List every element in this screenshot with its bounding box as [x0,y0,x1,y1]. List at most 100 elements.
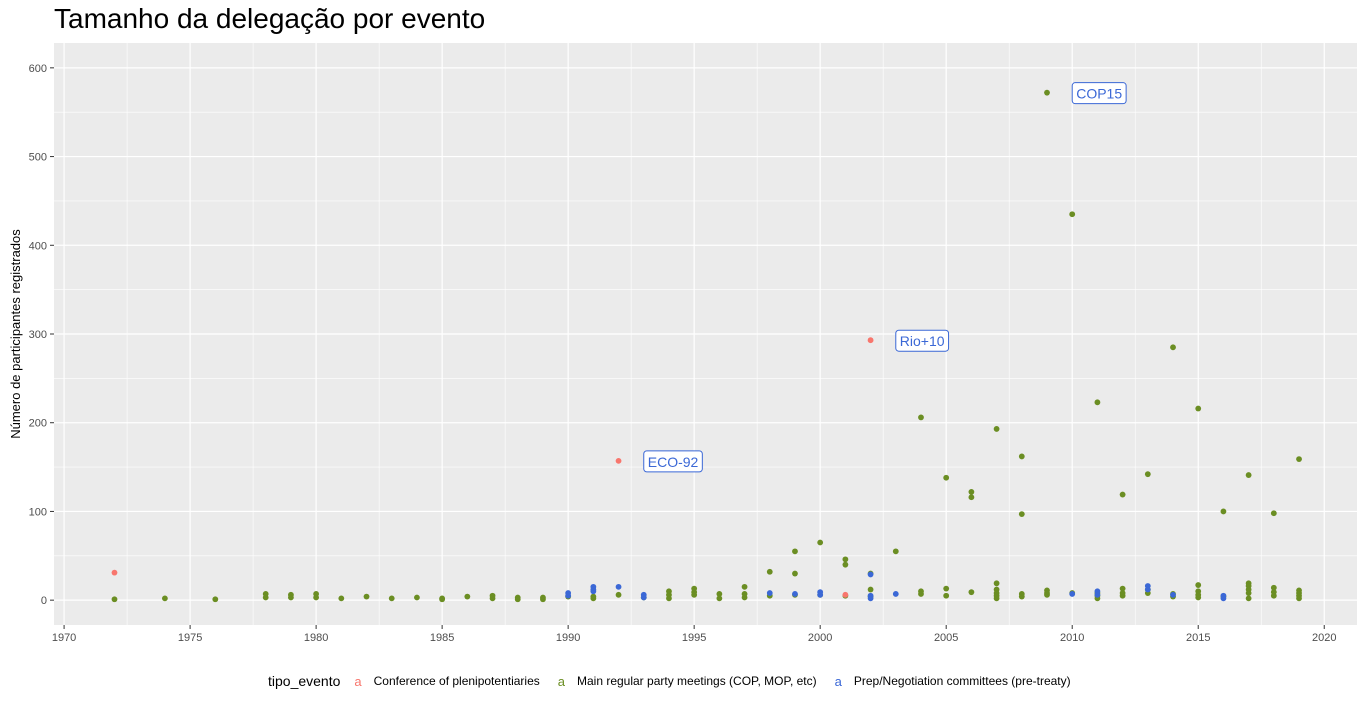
data-point [615,457,622,464]
data-point [262,594,269,601]
data-point [1144,471,1151,478]
data-point [1270,584,1277,591]
data-point [1018,511,1025,518]
annotation-box [895,329,950,352]
data-point [842,556,849,563]
data-point [1195,582,1202,588]
legend-item-main-meetings: a Main regular party meetings (COP, MOP,… [558,674,817,689]
data-point [792,548,798,555]
data-point [363,593,370,600]
annotation-text: ECO-92 [648,454,699,470]
x-tick-label: 2015 [1186,632,1210,644]
data-point [1296,595,1302,602]
data-point [666,595,672,602]
data-point [943,474,950,481]
annotation-label: Rio+10 [895,329,950,352]
x-tick-label: 2005 [934,632,958,644]
data-point [1094,591,1101,598]
data-point [968,494,975,501]
data-point [111,596,118,603]
data-point [640,594,647,601]
chart-title: Tamanho da delegação por evento [54,3,486,34]
data-point [943,585,950,592]
annotation-box [643,450,703,473]
data-point [1170,344,1176,351]
data-point [111,569,118,576]
legend-label-main-meetings: Main regular party meetings (COP, MOP, e… [576,674,817,688]
data-point [918,414,924,421]
data-point [1195,405,1202,412]
annotation-text: Rio+10 [900,333,945,349]
data-point [414,594,420,601]
legend-item-conference: a Conference of plenipotentiaries [354,674,539,689]
legend: tipo_evento a Conference of plenipotenti… [268,671,1089,691]
legend-label-prep-committees: Prep/Negotiation committees (pre-treaty) [853,674,1071,688]
data-point [288,594,294,601]
data-point [1119,585,1126,592]
data-point [1220,508,1227,515]
x-tick-label: 1975 [178,632,202,644]
y-tick-label: 300 [29,329,47,341]
data-point [1245,590,1252,596]
data-point [1018,593,1025,600]
x-tick-label: 2010 [1060,632,1084,644]
data-point [943,592,950,599]
data-point [212,596,219,603]
y-tick-label: 600 [29,63,47,75]
data-point [540,596,546,603]
data-point [1044,591,1050,598]
data-point [867,337,874,344]
data-point [867,595,874,602]
data-point [817,591,824,598]
annotation-label: COP15 [1071,82,1127,105]
y-axis-title: Número de participantes registrados [8,229,23,439]
x-tick-label: 1985 [430,632,454,644]
legend-key-main-meetings: a [557,673,565,689]
data-point [993,426,1000,432]
annotations: ECO-92 Rio+10 COP15 [643,82,1127,473]
data-point [741,583,748,590]
legend-item-prep-committees: a Prep/Negotiation committees (pre-treat… [835,674,1071,689]
data-point [1094,399,1101,406]
data-point [1018,453,1025,460]
data-point [1270,510,1277,517]
data-point [867,571,874,578]
data-point [1270,592,1277,599]
data-point [1245,595,1252,602]
data-point [1069,211,1076,218]
data-point [993,595,1000,602]
data-point [514,596,521,603]
data-point [615,591,622,598]
x-tick-label: 1970 [52,632,76,644]
data-point [1044,89,1050,96]
data-point [691,591,698,598]
x-tick-label: 2000 [808,632,832,644]
y-tick-label: 500 [29,152,47,164]
data-point [590,595,597,602]
legend-key-conference: a [354,673,362,689]
annotation-box [1071,82,1127,105]
data-point [842,591,849,598]
x-tick-label: 1980 [304,632,328,644]
legend-label-conference: Conference of plenipotentiaries [373,674,540,688]
data-point [766,590,773,596]
x-tick-label: 1990 [556,632,580,644]
data-points [111,89,1302,603]
data-point [161,595,168,602]
data-point [968,489,975,495]
data-point [1119,491,1126,498]
data-point [792,570,798,577]
data-point [565,592,572,599]
data-point [338,595,345,602]
data-point [993,580,1000,587]
data-point [892,591,899,597]
x-tick-label: 1995 [682,632,706,644]
y-tick-label: 100 [29,506,47,518]
data-point [1245,472,1252,478]
data-point [464,593,471,600]
data-point [1069,591,1076,597]
data-point [1195,594,1202,601]
y-tick-label: 400 [29,240,47,252]
data-point [766,568,773,575]
annotation-text: COP15 [1076,86,1122,102]
